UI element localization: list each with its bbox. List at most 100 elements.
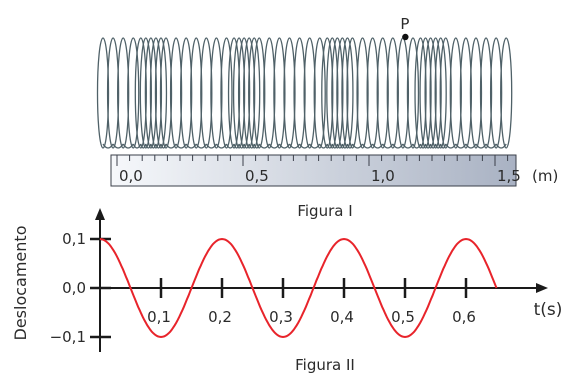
spring-coil <box>144 37 158 149</box>
spring-link <box>455 143 467 149</box>
point-p-label: P <box>400 15 409 33</box>
spring-link <box>412 143 422 149</box>
spring-coil <box>469 37 483 149</box>
point-p-marker <box>402 33 409 41</box>
spring-coil <box>220 37 233 149</box>
spring-coil <box>243 37 256 149</box>
spring-coil <box>190 37 203 149</box>
spring-link <box>372 143 384 149</box>
spring-coil <box>273 37 286 149</box>
spring-coil <box>303 37 316 149</box>
spring-link <box>155 143 162 149</box>
spring-link <box>102 143 114 149</box>
spring-coil <box>227 37 241 149</box>
figure-2-caption: Figura II <box>295 356 355 374</box>
spring-coil <box>134 37 147 149</box>
spring-coil <box>356 37 369 149</box>
spring-link <box>145 143 152 149</box>
spring-coil <box>237 37 251 149</box>
spring-coil <box>232 37 246 149</box>
x-tick-label: 0,4 <box>330 308 354 326</box>
spring-link <box>243 143 250 149</box>
spring-link <box>440 143 447 149</box>
displacement-series-line <box>99 237 498 339</box>
spring-link <box>160 143 167 149</box>
spring-coil <box>149 37 163 149</box>
spring <box>96 37 513 149</box>
spring-coil <box>376 37 389 149</box>
ruler-ticks <box>116 155 509 166</box>
spring-link <box>475 143 487 149</box>
spring-link <box>248 143 255 149</box>
spring-link <box>225 143 235 149</box>
spring-coil <box>414 37 427 149</box>
spring-coil <box>396 37 410 149</box>
spring-link <box>495 143 507 149</box>
ruler-tick-label: 1,5 <box>497 167 521 185</box>
spring-link <box>132 143 142 149</box>
spring-link <box>419 143 427 149</box>
spring-link <box>165 143 177 149</box>
spring-coil <box>479 37 493 149</box>
spring-coil <box>424 37 437 149</box>
spring-coil <box>336 37 349 149</box>
spring-link <box>429 143 437 149</box>
spring-link <box>268 143 280 149</box>
ruler-unit-label: (m) <box>532 167 558 185</box>
spring-link <box>253 143 260 149</box>
spring-link <box>346 143 354 149</box>
spring-coil <box>366 37 379 149</box>
spring-coil <box>331 37 344 149</box>
spring-link <box>341 143 349 149</box>
spring-link <box>238 143 245 149</box>
spring-link <box>392 143 404 149</box>
ruler-tick-label: 0,5 <box>245 167 269 185</box>
ruler <box>110 154 517 187</box>
spring-coil <box>169 37 183 149</box>
spring-coil <box>117 37 130 149</box>
spring-link <box>195 143 207 149</box>
spring-link <box>435 143 442 149</box>
spring-coil <box>263 37 276 149</box>
spring-link <box>140 143 147 149</box>
spring-link <box>122 143 134 149</box>
spring-link <box>215 143 228 149</box>
x-ticks <box>159 278 468 298</box>
spring-link <box>175 143 187 149</box>
spring-link <box>150 143 157 149</box>
x-tick-label: 0,1 <box>147 308 171 326</box>
spring-link <box>112 143 124 149</box>
spring-link <box>331 143 338 149</box>
x-tick-label: 0,5 <box>391 308 415 326</box>
x-tick-label: 0,2 <box>208 308 232 326</box>
spring-coil <box>321 37 334 149</box>
spring-coil <box>154 37 168 149</box>
spring-coil <box>434 37 447 149</box>
spring-link <box>205 143 217 149</box>
spring-coil <box>180 37 193 149</box>
spring-link <box>485 143 497 149</box>
x-axis-title: t(s) <box>534 300 563 320</box>
spring-link <box>288 143 301 149</box>
spring-coil <box>341 37 354 149</box>
y-tick-label: 0,0 <box>62 279 86 297</box>
ruler-tick-label: 1,0 <box>371 167 395 185</box>
x-tick-label: 0,3 <box>269 308 293 326</box>
figure-1-caption: Figura I <box>297 202 352 220</box>
spring-coil <box>139 37 152 149</box>
spring-coil <box>346 37 359 149</box>
spring-coil <box>489 37 503 149</box>
spring-coil <box>459 37 473 149</box>
spring-coil <box>127 37 140 149</box>
graph-axes <box>95 208 548 352</box>
y-axis-title: Deslocamento <box>11 226 30 341</box>
spring-coil <box>96 37 110 149</box>
spring-link <box>351 143 364 149</box>
spring-link <box>278 143 291 149</box>
spring-coil <box>326 37 339 149</box>
spring-link <box>336 143 344 149</box>
spring-link <box>402 143 414 149</box>
spring-link <box>362 143 374 149</box>
